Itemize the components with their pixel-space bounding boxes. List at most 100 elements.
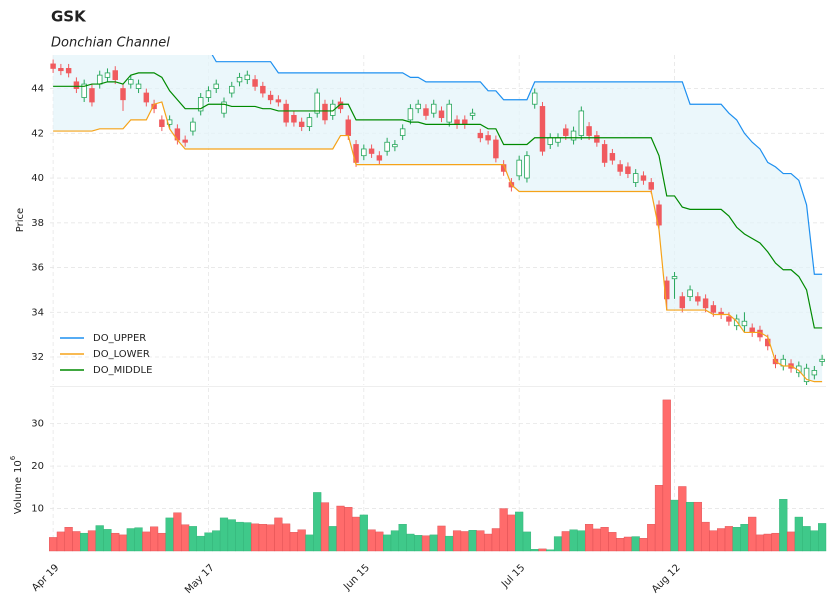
candle-body xyxy=(135,83,142,89)
y-tick-label: 34 xyxy=(31,307,44,318)
candle-body xyxy=(733,318,740,327)
candle-body xyxy=(104,72,111,78)
candle-body xyxy=(267,94,274,101)
candle-body xyxy=(516,159,522,177)
volume-bar xyxy=(196,535,205,552)
volume-bar xyxy=(351,516,361,552)
candle-body xyxy=(384,141,390,152)
volume-bar xyxy=(111,532,120,552)
volume-bar xyxy=(126,528,135,552)
volume-bar xyxy=(499,508,508,552)
volume-bar xyxy=(219,517,229,552)
volume-bar xyxy=(445,535,454,552)
volume-bar xyxy=(569,529,578,552)
volume-bar xyxy=(243,522,252,552)
volume-bar xyxy=(336,505,345,552)
candle-body xyxy=(159,119,165,127)
volume-bar xyxy=(608,532,617,552)
channel-line xyxy=(53,101,823,383)
candle-body xyxy=(50,63,56,69)
candle-body xyxy=(648,182,654,190)
volume-bar xyxy=(763,533,772,552)
x-tick-label: May 17 xyxy=(183,562,217,596)
candle-body xyxy=(710,305,717,313)
volume-bar xyxy=(72,531,81,552)
volume-bar xyxy=(344,507,353,552)
candle-body xyxy=(695,296,701,302)
volume-bar xyxy=(103,529,112,552)
volume-bar xyxy=(794,516,803,552)
candle-body xyxy=(555,137,561,143)
volume-bar xyxy=(64,527,73,552)
chart-subtitle: Donchian Channel xyxy=(51,36,170,51)
candle-body xyxy=(617,164,623,172)
candle-body xyxy=(415,103,421,110)
candle-body xyxy=(632,173,639,183)
volume-bar xyxy=(515,511,524,552)
volume-bar xyxy=(157,532,166,552)
volume-bar xyxy=(584,524,594,552)
candle-body xyxy=(252,79,258,87)
volume-bar xyxy=(600,527,609,552)
candle-body xyxy=(625,166,631,174)
candle-body xyxy=(322,103,328,121)
candle-body xyxy=(314,92,320,114)
volume-axis-label: Volume 106 xyxy=(9,455,24,514)
volume-bar xyxy=(204,532,213,552)
volume-bar xyxy=(468,530,477,552)
candle-body xyxy=(65,68,72,74)
volume-bar xyxy=(530,549,539,552)
volume-bar xyxy=(305,534,314,552)
candle-body xyxy=(58,68,64,72)
volume-bar xyxy=(142,531,151,552)
candle-body xyxy=(291,115,297,123)
candle-body xyxy=(446,103,452,123)
volume-bar xyxy=(484,533,493,552)
volume-bar xyxy=(476,530,485,552)
volume-bar xyxy=(320,502,330,552)
volume-bar xyxy=(235,521,244,552)
x-tick-label: Jun 15 xyxy=(341,562,372,593)
candle-body xyxy=(609,153,616,161)
volume-bar xyxy=(748,516,757,552)
candle-body xyxy=(702,298,709,309)
price-plot xyxy=(50,55,825,385)
volume-bar xyxy=(623,536,633,552)
x-tick-label: Apr 19 xyxy=(30,562,61,593)
volume-bar xyxy=(282,523,291,552)
candle-body xyxy=(671,276,678,280)
candle-body xyxy=(462,119,468,125)
candle-body xyxy=(749,327,755,333)
volume-label-text: Volume xyxy=(13,477,24,514)
candle-body xyxy=(275,99,282,103)
volume-bar xyxy=(80,532,89,552)
volume-bar xyxy=(553,536,563,552)
volume-scale-exponent: 6 xyxy=(9,455,17,460)
y-tick-label: 32 xyxy=(31,352,44,363)
chart-title: GSK xyxy=(51,8,87,26)
candle-body xyxy=(143,92,150,103)
volume-bar xyxy=(507,514,516,552)
volume-bar xyxy=(266,524,275,552)
volume-bar xyxy=(173,512,182,552)
candle-body xyxy=(430,103,437,114)
volume-bar xyxy=(577,530,586,552)
candle-body xyxy=(594,135,600,143)
candle-body xyxy=(485,135,491,141)
volume-bar xyxy=(740,524,749,552)
volume-bar xyxy=(390,530,399,552)
volume-bar xyxy=(429,534,438,552)
candle-body xyxy=(819,358,825,362)
volume-bar xyxy=(95,525,104,552)
candle-body xyxy=(283,103,289,123)
candle-body xyxy=(563,128,569,136)
candle-body xyxy=(190,121,196,132)
candle-body xyxy=(493,139,499,159)
candle-body xyxy=(407,108,414,121)
candle-body xyxy=(399,128,406,136)
candle-body xyxy=(112,70,118,81)
volume-bar xyxy=(538,548,547,552)
y-tick-label: 38 xyxy=(31,218,44,229)
candle-body xyxy=(811,370,818,376)
